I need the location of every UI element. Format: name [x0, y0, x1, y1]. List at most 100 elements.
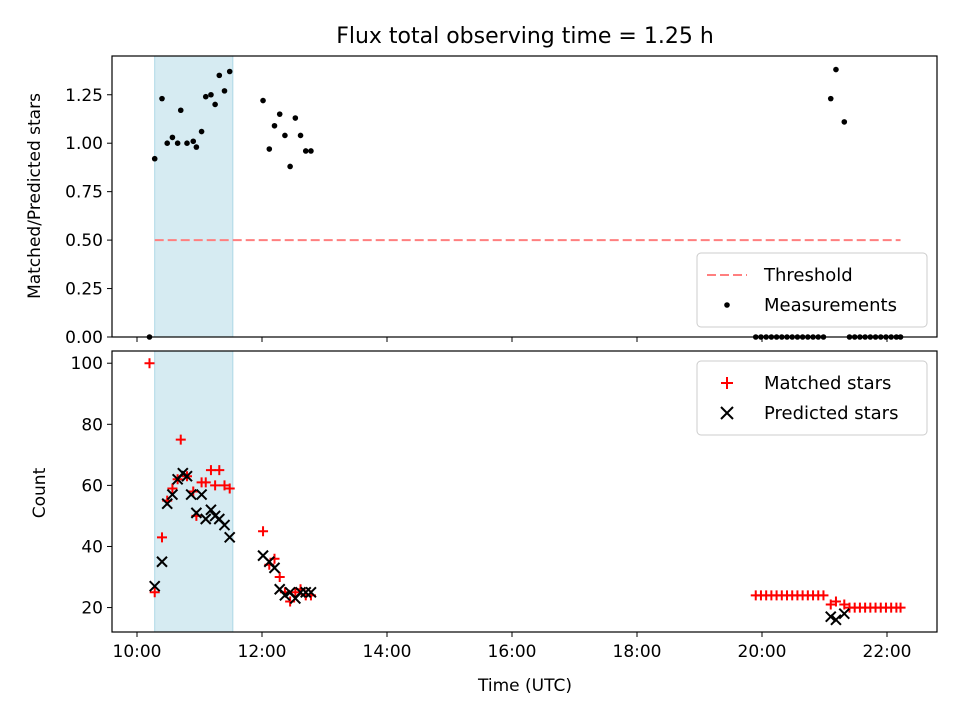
matched-stars-point	[210, 480, 221, 491]
predicted-stars-point	[166, 488, 179, 501]
legend-box	[696, 360, 928, 436]
legend-label: Matched stars	[764, 373, 891, 394]
legend-matched-swatch	[721, 377, 733, 389]
predicted-stars-point	[205, 504, 217, 516]
chart-title: Flux total observing time = 1.25 h	[336, 24, 714, 49]
matched-stars-point	[200, 477, 211, 488]
x-tick-label: 22:00	[863, 642, 912, 662]
predicted-stars-point	[825, 611, 837, 623]
measurement-point	[159, 95, 165, 102]
predicted-stars-point	[156, 556, 168, 568]
axes-frame	[111, 55, 938, 338]
matched-stars-point	[175, 434, 186, 445]
measurement-point	[151, 155, 158, 162]
legend-predicted-swatch	[720, 406, 734, 420]
measurement-point	[198, 128, 205, 135]
measurement-point	[841, 119, 848, 125]
measurement-point	[184, 140, 190, 147]
predicted-stars-point	[190, 507, 203, 519]
bottom-panel: 20 40 60 80 100 10:00 12:00 14:00 16:00 18:00 20:0…	[71, 350, 938, 662]
observing-window-shade	[154, 55, 234, 338]
measurement-point	[292, 115, 299, 121]
measurement-point	[216, 72, 223, 79]
x-tick-label: 12:00	[238, 642, 287, 662]
legend-label: Predicted stars	[764, 403, 898, 424]
top-panel: 0.00 0.25 0.50 0.75 1.00 1.25 Threshold Measure…	[65, 55, 938, 348]
measurement-point	[308, 148, 314, 154]
y-tick-label: 0.75	[65, 183, 103, 203]
matched-stars-point	[825, 599, 836, 610]
matched-stars-point	[224, 483, 235, 494]
x-tick-label: 20:00	[738, 642, 787, 662]
legend-measurements-swatch	[724, 302, 730, 308]
matched-stars-point	[290, 587, 301, 598]
matched-stars-point	[839, 599, 850, 610]
predicted-stars-point	[279, 589, 291, 602]
predicted-stars-point	[268, 562, 281, 574]
y-tick-label: 0.50	[65, 231, 103, 251]
measurement-point	[287, 163, 293, 170]
bottom-y-axis-label: Count	[30, 467, 50, 518]
y-tick-label: 0.25	[65, 280, 103, 300]
matched-stars-point	[818, 590, 829, 601]
predicted-stars-point	[218, 519, 231, 531]
measurement-point	[174, 140, 181, 147]
measurement-point	[271, 122, 278, 129]
matched-stars-point	[258, 526, 269, 537]
measurement-point	[169, 134, 176, 141]
predicted-stars-point	[305, 586, 317, 599]
y-tick-label: 1.00	[65, 134, 103, 154]
predicted-stars-point	[838, 607, 850, 620]
x-axis-label: Time (UTC)	[477, 676, 572, 696]
matched-stars-point	[274, 572, 285, 583]
matched-stars-point	[149, 587, 160, 598]
x-tick-label: 18:00	[613, 642, 662, 662]
measurement-point	[302, 148, 309, 154]
predicted-stars-point	[830, 614, 842, 626]
predicted-stars-point	[195, 488, 208, 501]
matched-stars-point	[219, 480, 230, 491]
measurement-point	[297, 132, 304, 139]
legend-box	[696, 252, 928, 328]
measurement-point	[190, 138, 197, 145]
measurement-point	[202, 93, 209, 100]
axes-frame	[111, 350, 938, 633]
predicted-stars-point	[300, 586, 312, 599]
matched-stars-point	[830, 596, 841, 607]
matched-stars-point	[144, 358, 155, 369]
measurement-point	[226, 68, 233, 75]
measurement-point	[212, 101, 218, 108]
x-tick-label: 16:00	[488, 642, 537, 662]
predicted-stars-point	[294, 586, 307, 599]
measurement-point	[276, 111, 283, 117]
legend-label: Measurements	[764, 295, 897, 316]
measurement-point	[827, 95, 834, 102]
matched-stars-point	[214, 465, 225, 476]
predicted-stars-point	[185, 488, 197, 501]
y-tick-label: 100	[71, 354, 103, 374]
y-tick-label: 40	[81, 537, 103, 557]
y-tick-label: 20	[81, 599, 103, 619]
y-tick-label: 1.25	[65, 86, 103, 106]
measurement-point	[164, 140, 171, 147]
x-tick-label: 14:00	[363, 642, 412, 662]
measurement-point	[221, 88, 228, 94]
legend-label: Threshold	[763, 265, 853, 286]
legend: Matched stars Predicted stars	[696, 360, 928, 436]
legend: Threshold Measurements	[696, 252, 928, 328]
measurement-point	[266, 146, 273, 152]
measurement-point	[833, 66, 839, 73]
predicted-stars-point	[224, 531, 236, 544]
measurement-point	[193, 144, 200, 150]
matched-stars-point	[157, 532, 167, 543]
predicted-stars-point	[149, 580, 161, 592]
measurement-point	[177, 107, 184, 114]
matched-stars-point	[895, 602, 906, 613]
predicted-stars-point	[161, 498, 173, 510]
matched-stars-point	[167, 483, 178, 494]
predicted-stars-point	[181, 470, 193, 482]
predicted-stars-point	[200, 513, 212, 525]
measurement-point	[260, 97, 266, 104]
y-tick-label: 60	[81, 476, 103, 496]
